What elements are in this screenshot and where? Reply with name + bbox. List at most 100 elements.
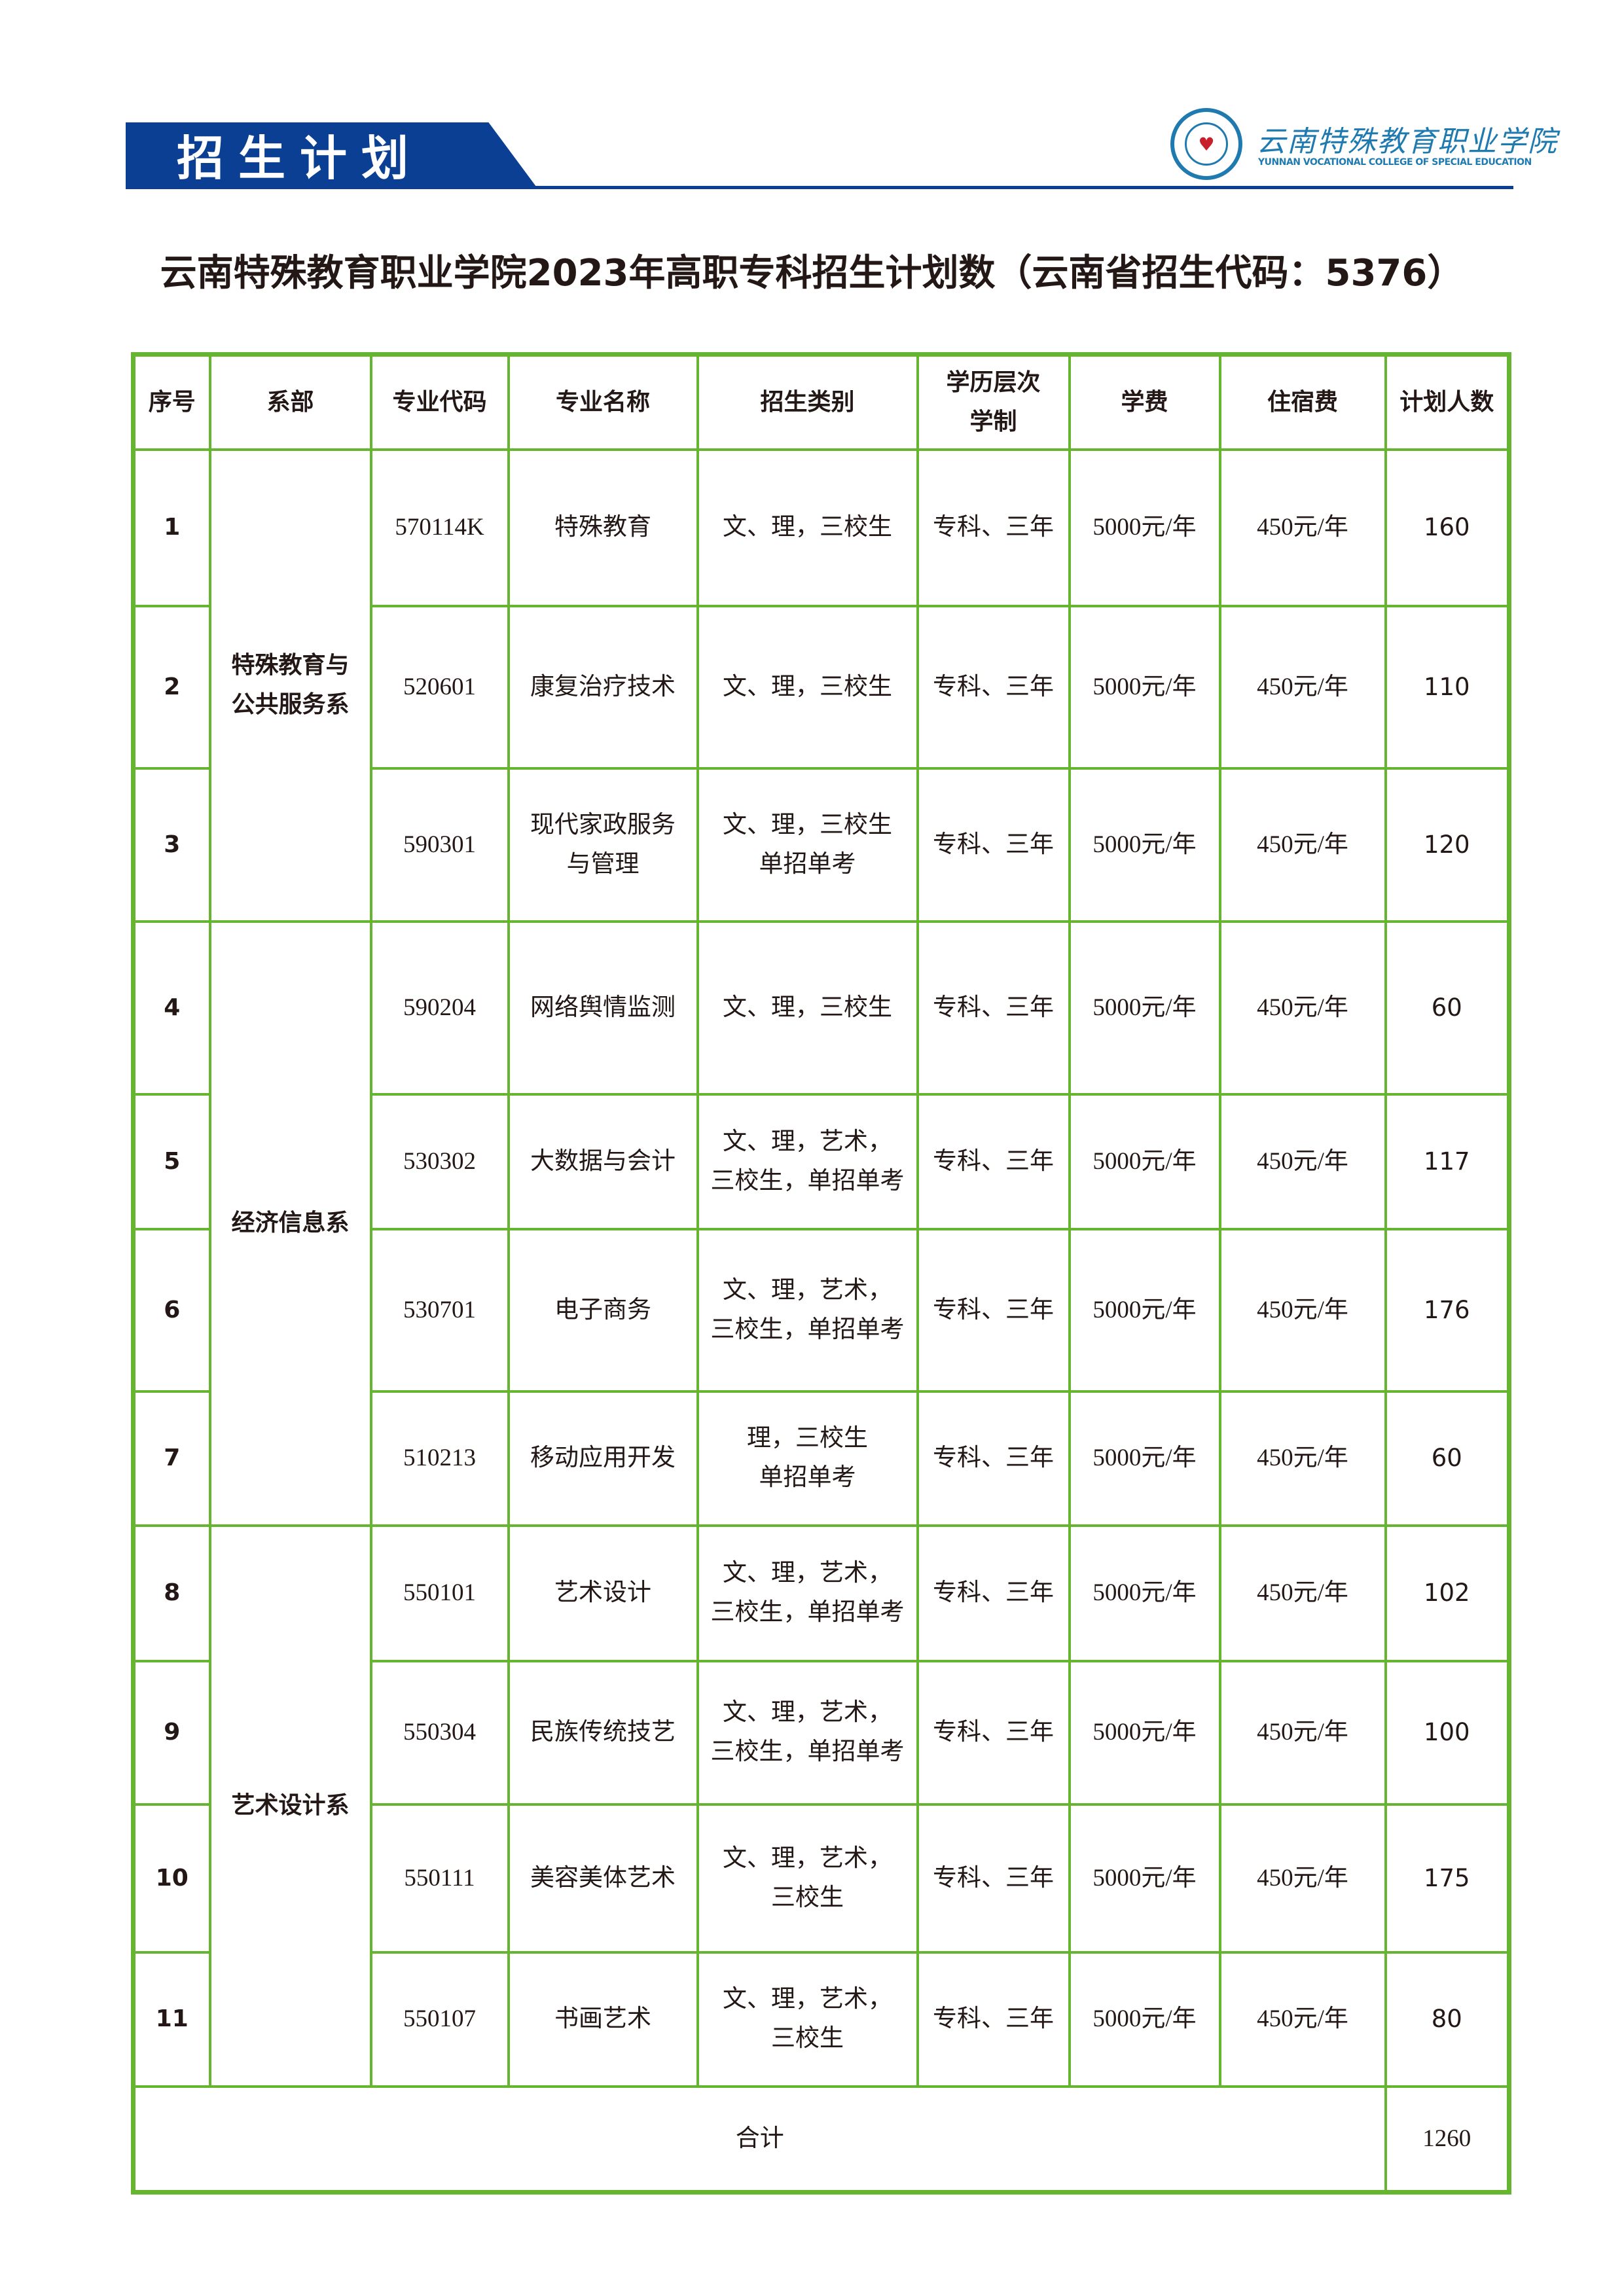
header-rule xyxy=(126,186,1513,189)
major-code: 550304 xyxy=(369,1659,510,1806)
tuition: 5000元/年 xyxy=(1068,1524,1221,1662)
table-header-row: 序号 系部 专业代码 专业名称 招生类别 学历层次 学制 学费 住宿费 计划人数 xyxy=(132,353,1511,451)
total-label: 合计 xyxy=(132,2085,1387,2194)
column-header: 序号 xyxy=(132,353,211,451)
column-header: 系部 xyxy=(208,353,372,451)
total-value: 1260 xyxy=(1384,2085,1511,2194)
table-row: 2 520601 康复治疗技术 文、理，三校生 专科、三年 5000元/年 450元/年 11… xyxy=(132,604,1511,770)
table-row: 8 艺术设计系 550101 艺术设计 文、理，艺术， 三校生，单招单考 专科、三年 500… xyxy=(132,1524,1511,2088)
enrollment-category: 文、理，艺术， 三校生 xyxy=(696,1950,919,2088)
education-level: 专科、三年 xyxy=(916,1092,1071,1230)
education-level: 专科、三年 xyxy=(916,604,1071,770)
column-header: 专业代码 xyxy=(369,353,510,451)
major-code: 530701 xyxy=(369,1227,510,1393)
lodging-fee: 450元/年 xyxy=(1218,1659,1387,1806)
tuition: 5000元/年 xyxy=(1068,1390,1221,1527)
lodging-fee: 450元/年 xyxy=(1218,766,1387,923)
major-code: 590204 xyxy=(369,920,510,1096)
major-name: 现代家政服务 与管理 xyxy=(507,766,699,923)
education-level: 专科、三年 xyxy=(916,448,1071,607)
row-number: 4 xyxy=(132,920,211,1096)
table-row: 7 510213 移动应用开发 理，三校生 单招单考 专科、三年 5000元/年 450元/… xyxy=(132,1390,1511,1527)
major-name: 康复治疗技术 xyxy=(507,604,699,770)
enrollment-category: 文、理，三校生 单招单考 xyxy=(696,766,919,923)
plan-count: 175 xyxy=(1384,1803,1511,1954)
department-cell: 经济信息系 xyxy=(208,920,372,1527)
logo-name-en: YUNNAN VOCATIONAL COLLEGE OF SPECIAL EDU… xyxy=(1258,157,1532,168)
table-row: 3 590301 现代家政服务 与管理 文、理，三校生 单招单考 专科、三年 5000元/… xyxy=(132,766,1511,923)
lodging-fee: 450元/年 xyxy=(1218,1950,1387,2088)
plan-count: 160 xyxy=(1384,448,1511,607)
education-level: 专科、三年 xyxy=(916,1803,1071,1954)
major-name: 大数据与会计 xyxy=(507,1092,699,1230)
major-code: 520601 xyxy=(369,604,510,770)
major-name: 美容美体艺术 xyxy=(507,1803,699,1954)
table-row: 11 550107 书画艺术 文、理，艺术， 三校生 专科、三年 5000元/年 450元/… xyxy=(132,1950,1511,2088)
logo-name-cn: 云南特殊教育职业学院 xyxy=(1257,125,1558,158)
enrollment-plan-table: 序号 系部 专业代码 专业名称 招生类别 学历层次 学制 学费 住宿费 计划人数 1 特殊教育与 公… xyxy=(131,352,1511,2195)
education-level: 专科、三年 xyxy=(916,1524,1071,1662)
plan-count: 100 xyxy=(1384,1659,1511,1806)
enrollment-category: 文、理，三校生 xyxy=(696,448,919,607)
lodging-fee: 450元/年 xyxy=(1218,1092,1387,1230)
row-number: 6 xyxy=(132,1227,211,1393)
enrollment-category: 文、理，艺术， 三校生 xyxy=(696,1803,919,1954)
education-level: 专科、三年 xyxy=(916,1659,1071,1806)
row-number: 11 xyxy=(132,1950,211,2088)
education-level: 专科、三年 xyxy=(916,1950,1071,2088)
table-row: 1 特殊教育与 公共服务系 570114K 特殊教育 文、理，三校生 专科、三年 5000元… xyxy=(132,448,1511,923)
row-number: 5 xyxy=(132,1092,211,1230)
lodging-fee: 450元/年 xyxy=(1218,1390,1387,1527)
row-number: 7 xyxy=(132,1390,211,1527)
enrollment-category: 文、理，艺术， 三校生，单招单考 xyxy=(696,1659,919,1806)
major-code: 510213 xyxy=(369,1390,510,1527)
lodging-fee: 450元/年 xyxy=(1218,448,1387,607)
major-code: 530302 xyxy=(369,1092,510,1230)
plan-count: 102 xyxy=(1384,1524,1511,1662)
row-number: 2 xyxy=(132,604,211,770)
enrollment-category: 文、理，艺术， 三校生，单招单考 xyxy=(696,1524,919,1662)
enrollment-category: 文、理，艺术， 三校生，单招单考 xyxy=(696,1227,919,1393)
education-level: 专科、三年 xyxy=(916,1227,1071,1393)
lodging-fee: 450元/年 xyxy=(1218,1227,1387,1393)
education-level: 专科、三年 xyxy=(916,766,1071,923)
banner-title: 招生计划 xyxy=(177,131,424,186)
major-name: 网络舆情监测 xyxy=(507,920,699,1096)
major-name: 艺术设计 xyxy=(507,1524,699,1662)
tuition: 5000元/年 xyxy=(1068,920,1221,1096)
major-code: 550101 xyxy=(369,1524,510,1662)
plan-count: 60 xyxy=(1384,920,1511,1096)
column-header: 计划人数 xyxy=(1384,353,1511,451)
major-name: 电子商务 xyxy=(507,1227,699,1393)
plan-count: 176 xyxy=(1384,1227,1511,1393)
plan-count: 110 xyxy=(1384,604,1511,770)
lodging-fee: 450元/年 xyxy=(1218,1524,1387,1662)
lodging-fee: 450元/年 xyxy=(1218,1803,1387,1954)
table-row: 5 530302 大数据与会计 文、理，艺术， 三校生，单招单考 专科、三年 5000元/… xyxy=(132,1092,1511,1230)
tuition: 5000元/年 xyxy=(1068,1227,1221,1393)
plan-count: 80 xyxy=(1384,1950,1511,2088)
lodging-fee: 450元/年 xyxy=(1218,604,1387,770)
column-header: 招生类别 xyxy=(696,353,919,451)
tuition: 5000元/年 xyxy=(1068,604,1221,770)
major-name: 民族传统技艺 xyxy=(507,1659,699,1806)
major-code: 550111 xyxy=(369,1803,510,1954)
plan-count: 60 xyxy=(1384,1390,1511,1527)
table-row: 10 550111 美容美体艺术 文、理，艺术， 三校生 专科、三年 5000元/年 450… xyxy=(132,1803,1511,1954)
major-name: 移动应用开发 xyxy=(507,1390,699,1527)
enrollment-category: 文、理，艺术， 三校生，单招单考 xyxy=(696,1092,919,1230)
plan-count: 117 xyxy=(1384,1092,1511,1230)
tuition: 5000元/年 xyxy=(1068,766,1221,923)
plan-count: 120 xyxy=(1384,766,1511,923)
education-level: 专科、三年 xyxy=(916,920,1071,1096)
tuition: 5000元/年 xyxy=(1068,1659,1221,1806)
column-header: 住宿费 xyxy=(1218,353,1387,451)
major-name: 特殊教育 xyxy=(507,448,699,607)
enrollment-category: 文、理，三校生 xyxy=(696,920,919,1096)
row-number: 8 xyxy=(132,1524,211,1662)
enrollment-category: 文、理，三校生 xyxy=(696,604,919,770)
table-row: 9 550304 民族传统技艺 文、理，艺术， 三校生，单招单考 专科、三年 5000元/… xyxy=(132,1659,1511,1806)
major-code: 550107 xyxy=(369,1950,510,2088)
tuition: 5000元/年 xyxy=(1068,1092,1221,1230)
college-logo-seal-icon: ♥ xyxy=(1170,108,1242,180)
